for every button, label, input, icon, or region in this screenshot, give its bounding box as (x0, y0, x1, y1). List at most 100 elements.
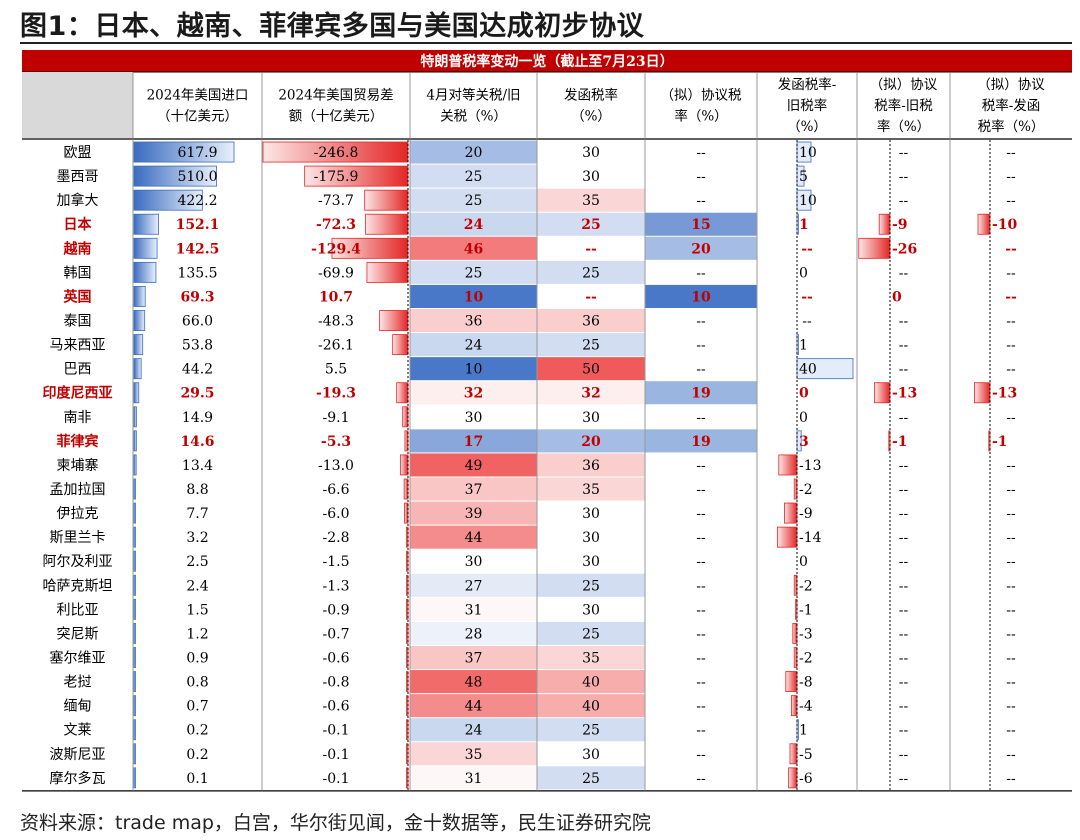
table-cell: 30 (582, 554, 600, 570)
balance-bar (379, 310, 409, 331)
table-cell: -- (899, 193, 909, 209)
imports-bar (133, 743, 136, 765)
row-label: 突尼斯 (57, 626, 99, 642)
table-cell: -- (696, 626, 706, 642)
diff-bar-neg (874, 382, 891, 404)
table-cell: 30 (465, 554, 483, 570)
heat-cell (537, 188, 645, 212)
table-cell: -- (899, 506, 909, 522)
table-cell: -- (696, 699, 706, 715)
table-cell: -13 (992, 386, 1017, 402)
data-bars (133, 140, 991, 790)
imports-bar (133, 719, 136, 741)
table-cell: -73.7 (318, 193, 354, 209)
row-label: 巴西 (64, 362, 92, 378)
table-cell: -- (1006, 530, 1016, 546)
table-cell: 27 (465, 578, 483, 594)
heat-cell (410, 333, 537, 357)
table-cell: -- (1006, 747, 1016, 763)
table-cell: -- (899, 410, 909, 426)
table-cell: 3.2 (186, 530, 208, 546)
table-cell: -0.6 (323, 651, 350, 667)
table-cell: 0 (799, 265, 808, 281)
table-cell: -- (899, 458, 909, 474)
heat-cell (410, 525, 537, 549)
diff-bar-neg (974, 382, 991, 404)
row-label: 斯里兰卡 (50, 530, 106, 546)
table-cell: 32 (581, 386, 600, 402)
table-cell: 24 (465, 338, 483, 354)
heat-cell (410, 429, 537, 453)
table-cell: 19 (691, 386, 710, 402)
table-header: 2024年美国进口（十亿美元） 2024年美国贸易差额（十亿美元） 4月对等关税/旧… (147, 76, 1046, 135)
table-cell: -- (696, 362, 706, 378)
table-cell: -- (1006, 362, 1016, 378)
heat-cell (410, 501, 537, 525)
table-cell: 20 (465, 145, 483, 161)
table-banner: 特朗普税率变动一览（截止至7月23日） (22, 50, 1072, 72)
imports-bar (133, 598, 136, 620)
table-cell: -- (1006, 626, 1016, 642)
table-cell: -9 (799, 506, 813, 522)
table-cell: -- (1006, 410, 1016, 426)
heat-cell (537, 670, 645, 694)
table-cell: -- (1006, 602, 1016, 618)
table-cell: -2 (799, 651, 813, 667)
table-cell: 69.3 (180, 289, 214, 305)
row-label: 孟加拉国 (50, 482, 106, 498)
table-cell: -19.3 (316, 386, 356, 402)
imports-bar (133, 382, 140, 404)
table-cell: -- (899, 530, 909, 546)
table-cell: -5.3 (321, 434, 351, 450)
column-header: （拟）协议税率-发函税率（%） (977, 77, 1045, 135)
table-cell: -6 (799, 771, 813, 787)
table-cell: -48.3 (318, 314, 354, 330)
table-cell: -0.1 (323, 723, 350, 739)
table-cell: 20 (581, 434, 601, 450)
table-cell: -- (1006, 699, 1016, 715)
table-cell: -72.3 (316, 217, 356, 233)
table-cell: -- (1006, 554, 1016, 570)
table-cell: -13 (892, 386, 917, 402)
table-cell: -- (899, 145, 909, 161)
table-cell: 50 (582, 362, 600, 378)
diff-bar-neg (789, 743, 798, 765)
table-cell: -- (696, 314, 706, 330)
heat-cell (537, 381, 645, 405)
table-cell: 25 (582, 771, 600, 787)
heat-cell (410, 164, 537, 188)
row-label: 日本 (64, 216, 93, 233)
heat-cell (410, 477, 537, 501)
table-cell: -- (585, 289, 597, 305)
diff-bar-neg (791, 695, 798, 717)
table-cell: -- (899, 626, 909, 642)
table-cell: 1 (799, 217, 809, 233)
table-cell: -129.4 (311, 241, 361, 257)
table-cell: -- (899, 554, 909, 570)
table-cell: 2.5 (186, 554, 208, 570)
table-cell: 49 (465, 458, 483, 474)
table-cell: -- (585, 241, 597, 257)
table-cell: 0 (799, 554, 808, 570)
table-cell: 0.7 (186, 699, 208, 715)
heat-cell (410, 260, 537, 284)
table-cell: -0.6 (323, 699, 350, 715)
tariff-table: 特朗普税率变动一览（截止至7月23日） 2024年美国进口（十亿美元）2024年… (22, 50, 1072, 792)
heat-cell (537, 766, 645, 790)
table-cell: 29.5 (180, 386, 214, 402)
table-cell: -- (696, 578, 706, 594)
table-cell: -13 (799, 458, 822, 474)
row-label: 波斯尼亚 (50, 747, 106, 763)
row-label: 哈萨克斯坦 (43, 578, 113, 594)
table-cell: 0 (892, 289, 902, 305)
table-cell: -- (1005, 289, 1017, 305)
table-cell: 48 (465, 675, 483, 691)
balance-bar (403, 478, 409, 500)
diff-bar-neg (788, 767, 798, 789)
column-header: 4月对等关税/旧关税（%） (426, 87, 520, 125)
imports-bar (133, 141, 235, 163)
imports-bar (133, 767, 136, 789)
heat-cell (645, 381, 757, 405)
table-cell: -- (696, 723, 706, 739)
heat-cell (410, 766, 537, 790)
